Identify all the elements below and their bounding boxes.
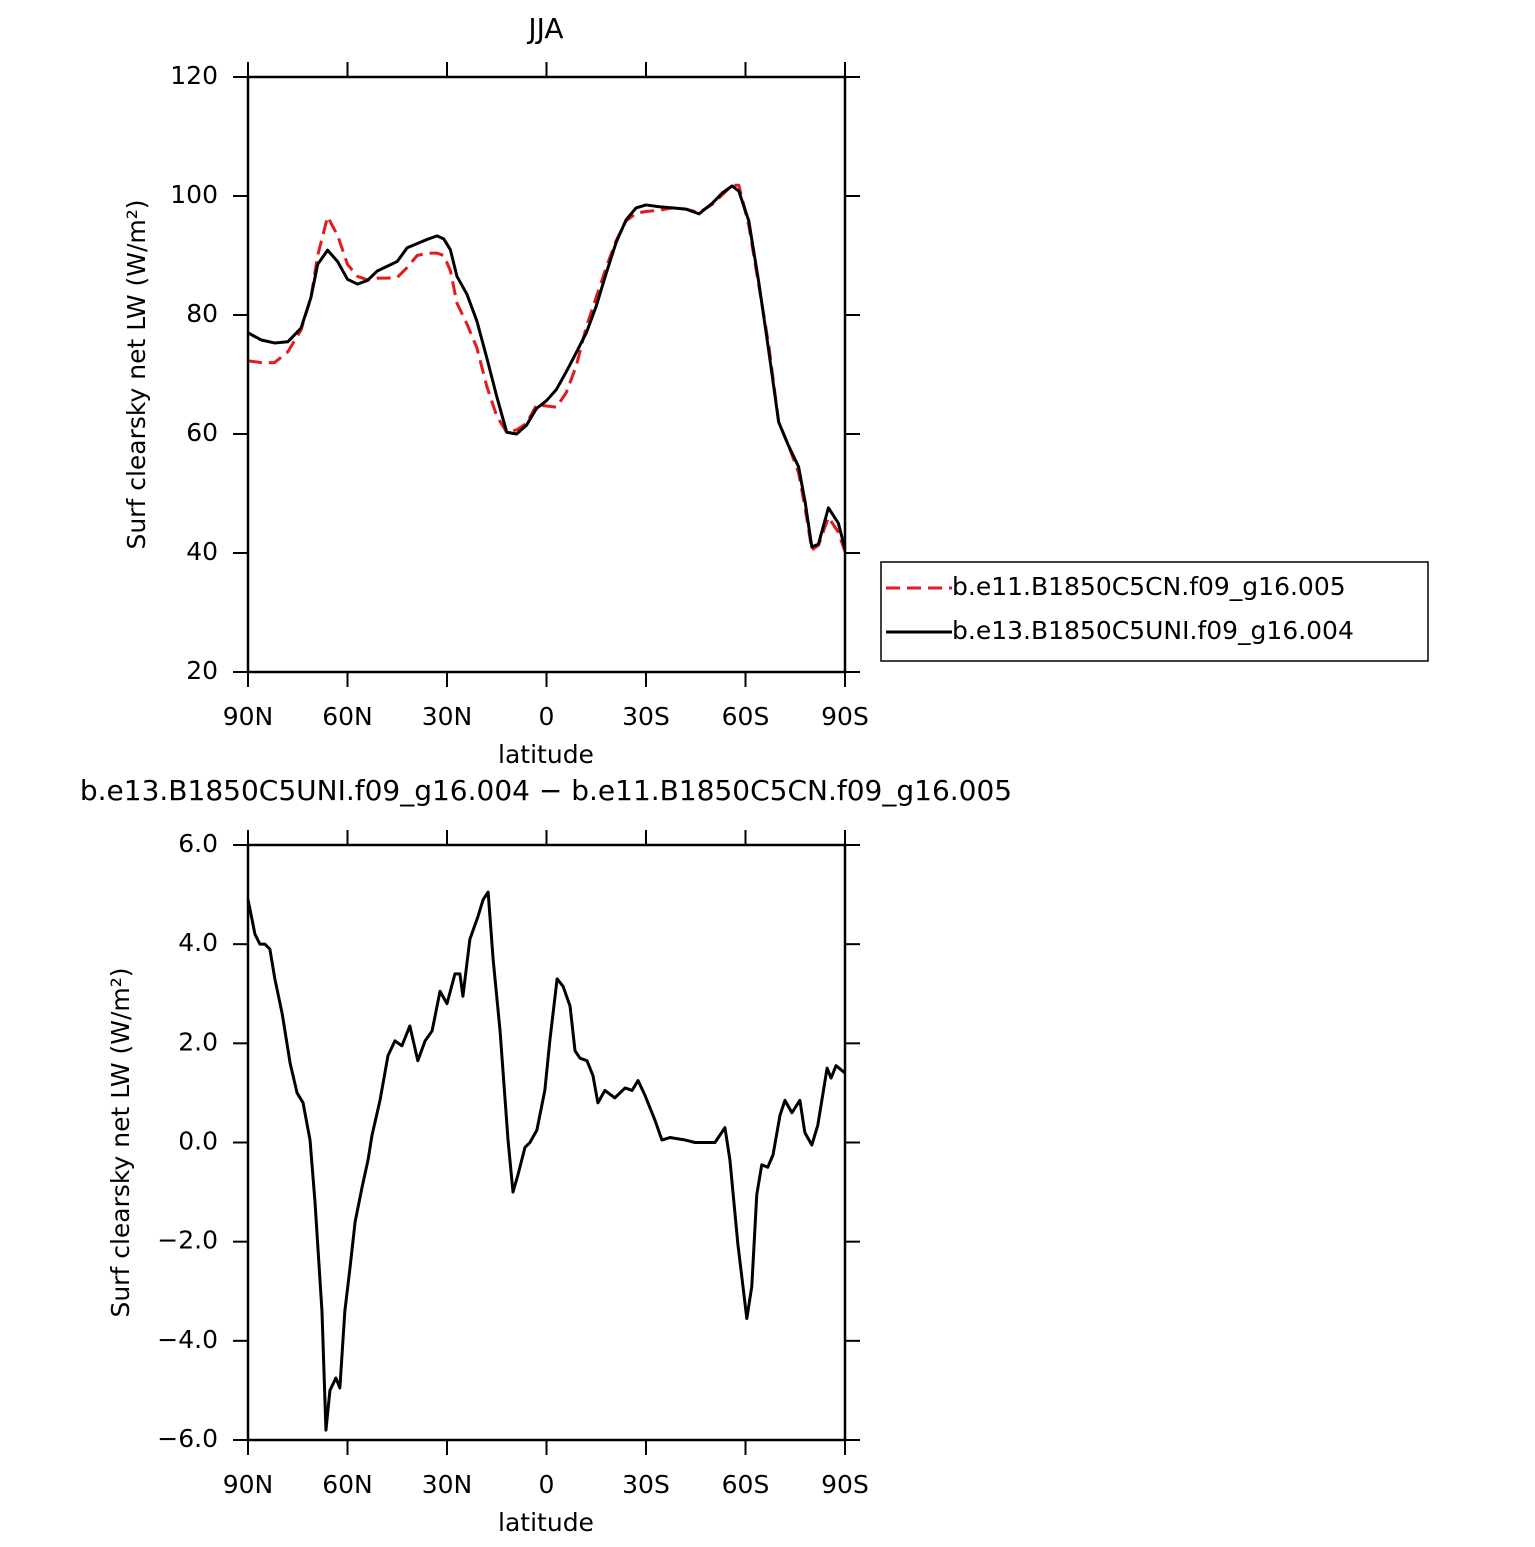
data-line (246, 890, 846, 1432)
y-tick-label: −2.0 (157, 1226, 218, 1255)
x-tick-label: 30S (622, 702, 670, 731)
x-axis-label: latitude (498, 1508, 594, 1537)
x-tick-label: 30N (422, 1470, 473, 1499)
y-tick-label: 20 (186, 656, 218, 685)
y-tick-label: 40 (186, 537, 218, 566)
chart-title: b.e13.B1850C5UNI.f09_g16.004 − b.e11.B18… (80, 774, 1012, 807)
y-tick-label: 4.0 (178, 928, 218, 957)
y-tick-label: −6.0 (157, 1424, 218, 1453)
x-axis-label: latitude (498, 740, 594, 769)
legend-box (880, 561, 1429, 662)
x-tick-label: 0 (539, 1470, 555, 1499)
y-tick-label: 60 (186, 418, 218, 447)
x-tick-label: 90N (223, 702, 274, 731)
x-tick-label: 60S (722, 702, 770, 731)
legend-label: b.e11.B1850C5CN.f09_g16.005 (952, 572, 1346, 601)
x-tick-label: 60S (722, 1470, 770, 1499)
y-tick-label: 2.0 (178, 1027, 218, 1056)
x-tick-label: 90S (821, 1470, 869, 1499)
x-tick-label: 60N (322, 1470, 373, 1499)
x-tick-label: 30N (422, 702, 473, 731)
plot-frame (246, 843, 847, 1442)
legend-label: b.e13.B1850C5UNI.f09_g16.004 (952, 616, 1354, 645)
y-tick-label: 80 (186, 299, 218, 328)
y-tick-label: 100 (170, 180, 218, 209)
chart-title: JJA (526, 12, 563, 45)
x-tick-label: 90S (821, 702, 869, 731)
data-line (247, 183, 847, 553)
y-tick-label: 0.0 (178, 1127, 218, 1156)
plot-frame (246, 75, 847, 674)
x-tick-label: 90N (223, 1470, 274, 1499)
y-axis-label: Surf clearsky net LW (W/m²) (122, 199, 151, 549)
x-tick-label: 30S (622, 1470, 670, 1499)
y-axis-label: Surf clearsky net LW (W/m²) (106, 967, 135, 1317)
x-tick-label: 0 (539, 702, 555, 731)
y-tick-label: 6.0 (178, 829, 218, 858)
data-line (247, 184, 847, 550)
y-tick-label: −4.0 (157, 1325, 218, 1354)
y-tick-label: 120 (170, 61, 218, 90)
x-tick-label: 60N (322, 702, 373, 731)
